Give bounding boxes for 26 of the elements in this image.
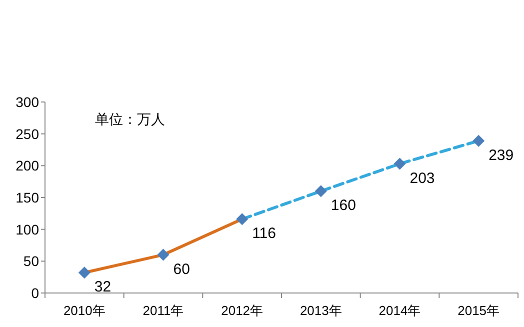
x-tick-label: 2014年 [378,303,421,318]
point [157,248,170,261]
data-label: 32 [94,278,112,296]
data-label: 60 [173,260,190,278]
y-tick-label: 300 [16,94,40,110]
x-tick-label: 2015年 [458,303,500,318]
x-tick-label: 2011年 [142,303,184,318]
data-label: 239 [488,146,514,164]
data-label: 116 [252,225,276,242]
point [236,213,248,226]
x-tick-label: 2010年 [63,303,106,318]
data-label: 160 [330,197,356,214]
y-tick-label: 100 [16,221,40,238]
x-tick-label: 2012年 [221,303,264,318]
x-tick-label: 2013年 [300,303,342,318]
data-label: 203 [410,170,435,187]
y-tick-label: 250 [16,126,40,142]
point [394,158,406,170]
y-tick-label: 0 [31,285,40,301]
point [472,134,485,147]
annotation: 单位：万人 [95,111,165,127]
y-tick-label: 200 [16,158,40,174]
point [78,266,90,279]
y-tick-label: 50 [23,253,40,270]
y-tick-label: 150 [16,190,40,206]
point [314,185,327,198]
